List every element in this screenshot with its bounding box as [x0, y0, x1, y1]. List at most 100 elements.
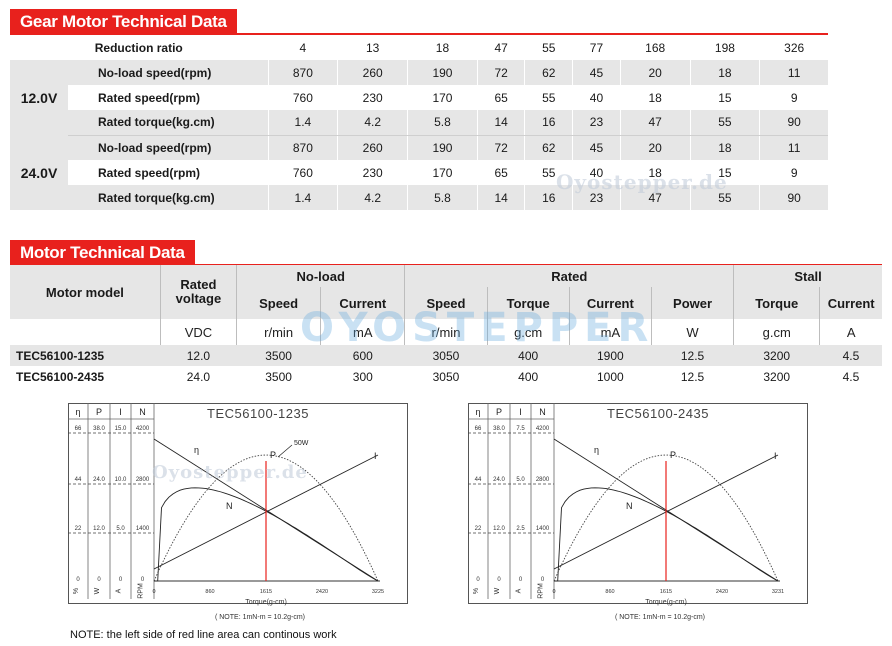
- motor-section-title: Motor Technical Data: [10, 240, 195, 266]
- gear-value-cell: 65: [476, 160, 525, 185]
- unit-cell: W: [650, 319, 734, 345]
- chart-frame: [468, 403, 808, 604]
- gear-value-cell: 47: [619, 185, 691, 210]
- motor-value-cell: 400: [487, 345, 570, 366]
- gear-value-cell: 870: [267, 60, 338, 85]
- gear-value-cell: 170: [407, 160, 478, 185]
- curve-label: I: [774, 451, 777, 461]
- gear-value-cell: 23: [572, 185, 621, 210]
- scale-value: 2800: [136, 477, 150, 483]
- scale-unit: RPM: [138, 583, 145, 599]
- scale-header: N: [539, 407, 546, 417]
- motor-value-cell: 600: [320, 345, 405, 366]
- gear-value-cell: 18: [689, 135, 760, 160]
- parameter-label: Rated speed(rpm): [68, 160, 268, 185]
- chart-title: TEC56100-1235: [207, 406, 309, 421]
- gear-value-cell: 230: [337, 160, 408, 185]
- gear-row: Rated torque(kg.cm) 1.4 4.2 5.8 14 16 23 47 55 90: [10, 110, 828, 136]
- sub-header: Current: [320, 287, 405, 319]
- sub-header: Current: [819, 287, 882, 319]
- gear-value-cell: 47: [619, 110, 691, 136]
- scale-value: 2.5: [516, 526, 525, 532]
- gear-value-cell: 760: [267, 85, 338, 110]
- gear-value-cell: 23: [572, 110, 621, 136]
- unit-note: ( NOTE: 1mN-m = 10.2g-cm): [215, 614, 305, 621]
- scale-value: 22: [475, 526, 482, 532]
- motor-value-cell: 3050: [404, 345, 488, 366]
- gear-value-cell: 55: [689, 185, 760, 210]
- gear-value-cell: 90: [759, 185, 828, 210]
- power-annotation: 50W: [294, 440, 309, 447]
- motor-value-cell: 3200: [733, 345, 820, 366]
- gear-value-cell: 11: [759, 135, 828, 160]
- x-axis-label: Torque(g-cm): [245, 599, 287, 606]
- scale-header: N: [139, 407, 146, 417]
- scale-value: 0: [519, 577, 523, 583]
- chart-title: TEC56100-2435: [607, 406, 709, 421]
- ratio-cell: 168: [619, 35, 691, 60]
- gear-row: 12.0V No-load speed(rpm) 870 260 190 72 62 45 20…: [10, 60, 828, 135]
- sub-header: Speed: [236, 287, 321, 319]
- sub-header: Power: [650, 287, 734, 319]
- gear-value-cell: 14: [476, 185, 525, 210]
- scale-value: 1400: [536, 526, 550, 532]
- parameter-label: Rated speed(rpm): [68, 85, 268, 110]
- motor-value-cell: 3050: [432, 369, 460, 384]
- x-tick-label: 3225: [372, 589, 384, 595]
- motor-model-header: Motor model: [10, 265, 161, 319]
- scale-header: I: [119, 407, 122, 417]
- motor-value-cell: 12.0: [160, 345, 237, 366]
- motor-model-name: TEC56100-2435: [16, 369, 105, 384]
- ratio-cell: 13: [337, 35, 408, 60]
- gear-value-cell: 14: [476, 110, 525, 136]
- rated-voltage-header: Rated voltage: [159, 265, 237, 319]
- gear-value-cell: 9: [759, 160, 828, 185]
- x-tick-label: 860: [205, 589, 214, 595]
- scale-value: 0: [476, 577, 480, 583]
- curve-label: P: [670, 450, 676, 460]
- x-axis-label: Torque(g-cm): [645, 599, 687, 606]
- gear-value-cell: 45: [572, 135, 621, 160]
- gear-value-cell: 55: [524, 85, 573, 110]
- ratio-cell: 198: [689, 35, 760, 60]
- sub-header: Torque: [733, 287, 820, 319]
- scale-value: 5.0: [516, 477, 525, 483]
- unit-cell: mA: [320, 319, 405, 345]
- gear-value-cell: 72: [476, 60, 525, 85]
- scale-header: I: [519, 407, 522, 417]
- unit-cell: r/min: [236, 319, 321, 345]
- gear-value-cell: 760: [267, 160, 338, 185]
- gear-value-cell: 5.8: [407, 185, 478, 210]
- scale-value: 38.0: [93, 426, 105, 432]
- gear-value-cell: 45: [572, 60, 621, 85]
- scale-value: 5.0: [116, 526, 125, 532]
- gear-ratio-row: Reduction ratio 4 13 18 47 55 77 168 198…: [10, 35, 828, 60]
- gear-value-cell: 1.4: [267, 110, 338, 136]
- scale-value: 0: [76, 577, 80, 583]
- ratio-cell: 77: [572, 35, 621, 60]
- unit-note: ( NOTE: 1mN-m = 10.2g-cm): [615, 614, 705, 621]
- gear-value-cell: 90: [759, 110, 828, 136]
- motor-value-cell: 3500: [265, 369, 292, 384]
- ratio-cell: 18: [407, 35, 478, 60]
- scale-value: 4200: [536, 426, 550, 432]
- scale-unit: W: [94, 587, 101, 594]
- scale-value: 0: [97, 577, 101, 583]
- unit-cell: mA: [568, 319, 652, 345]
- scale-value: 0: [541, 577, 545, 583]
- curve-label: N: [626, 501, 633, 511]
- performance-chart-1235: η P I N 66 38.0 15.0 4200 44 24.0 10.0 2800 22 12.0 5.…: [68, 403, 408, 625]
- gear-value-cell: 18: [619, 160, 691, 185]
- scale-value: 44: [475, 477, 482, 483]
- gear-value-cell: 62: [524, 60, 573, 85]
- scale-value: 7.5: [516, 426, 525, 432]
- motor-header-row-1: Motor model Rated voltage No-load Rated …: [10, 265, 882, 319]
- motor-value-cell: 1000: [597, 369, 624, 384]
- gear-row: Rated speed(rpm) 760 230 170 65 55 40 18 15 9: [10, 160, 828, 185]
- gear-row: Rated speed(rpm) 760 230 170 65 55 40 18 15 9: [10, 85, 828, 110]
- gear-value-cell: 15: [689, 85, 760, 110]
- gear-value-cell: 65: [476, 85, 525, 110]
- scale-value: 22: [75, 526, 82, 532]
- unit-cell: g.cm: [733, 319, 820, 345]
- unit-cell: A: [819, 319, 882, 345]
